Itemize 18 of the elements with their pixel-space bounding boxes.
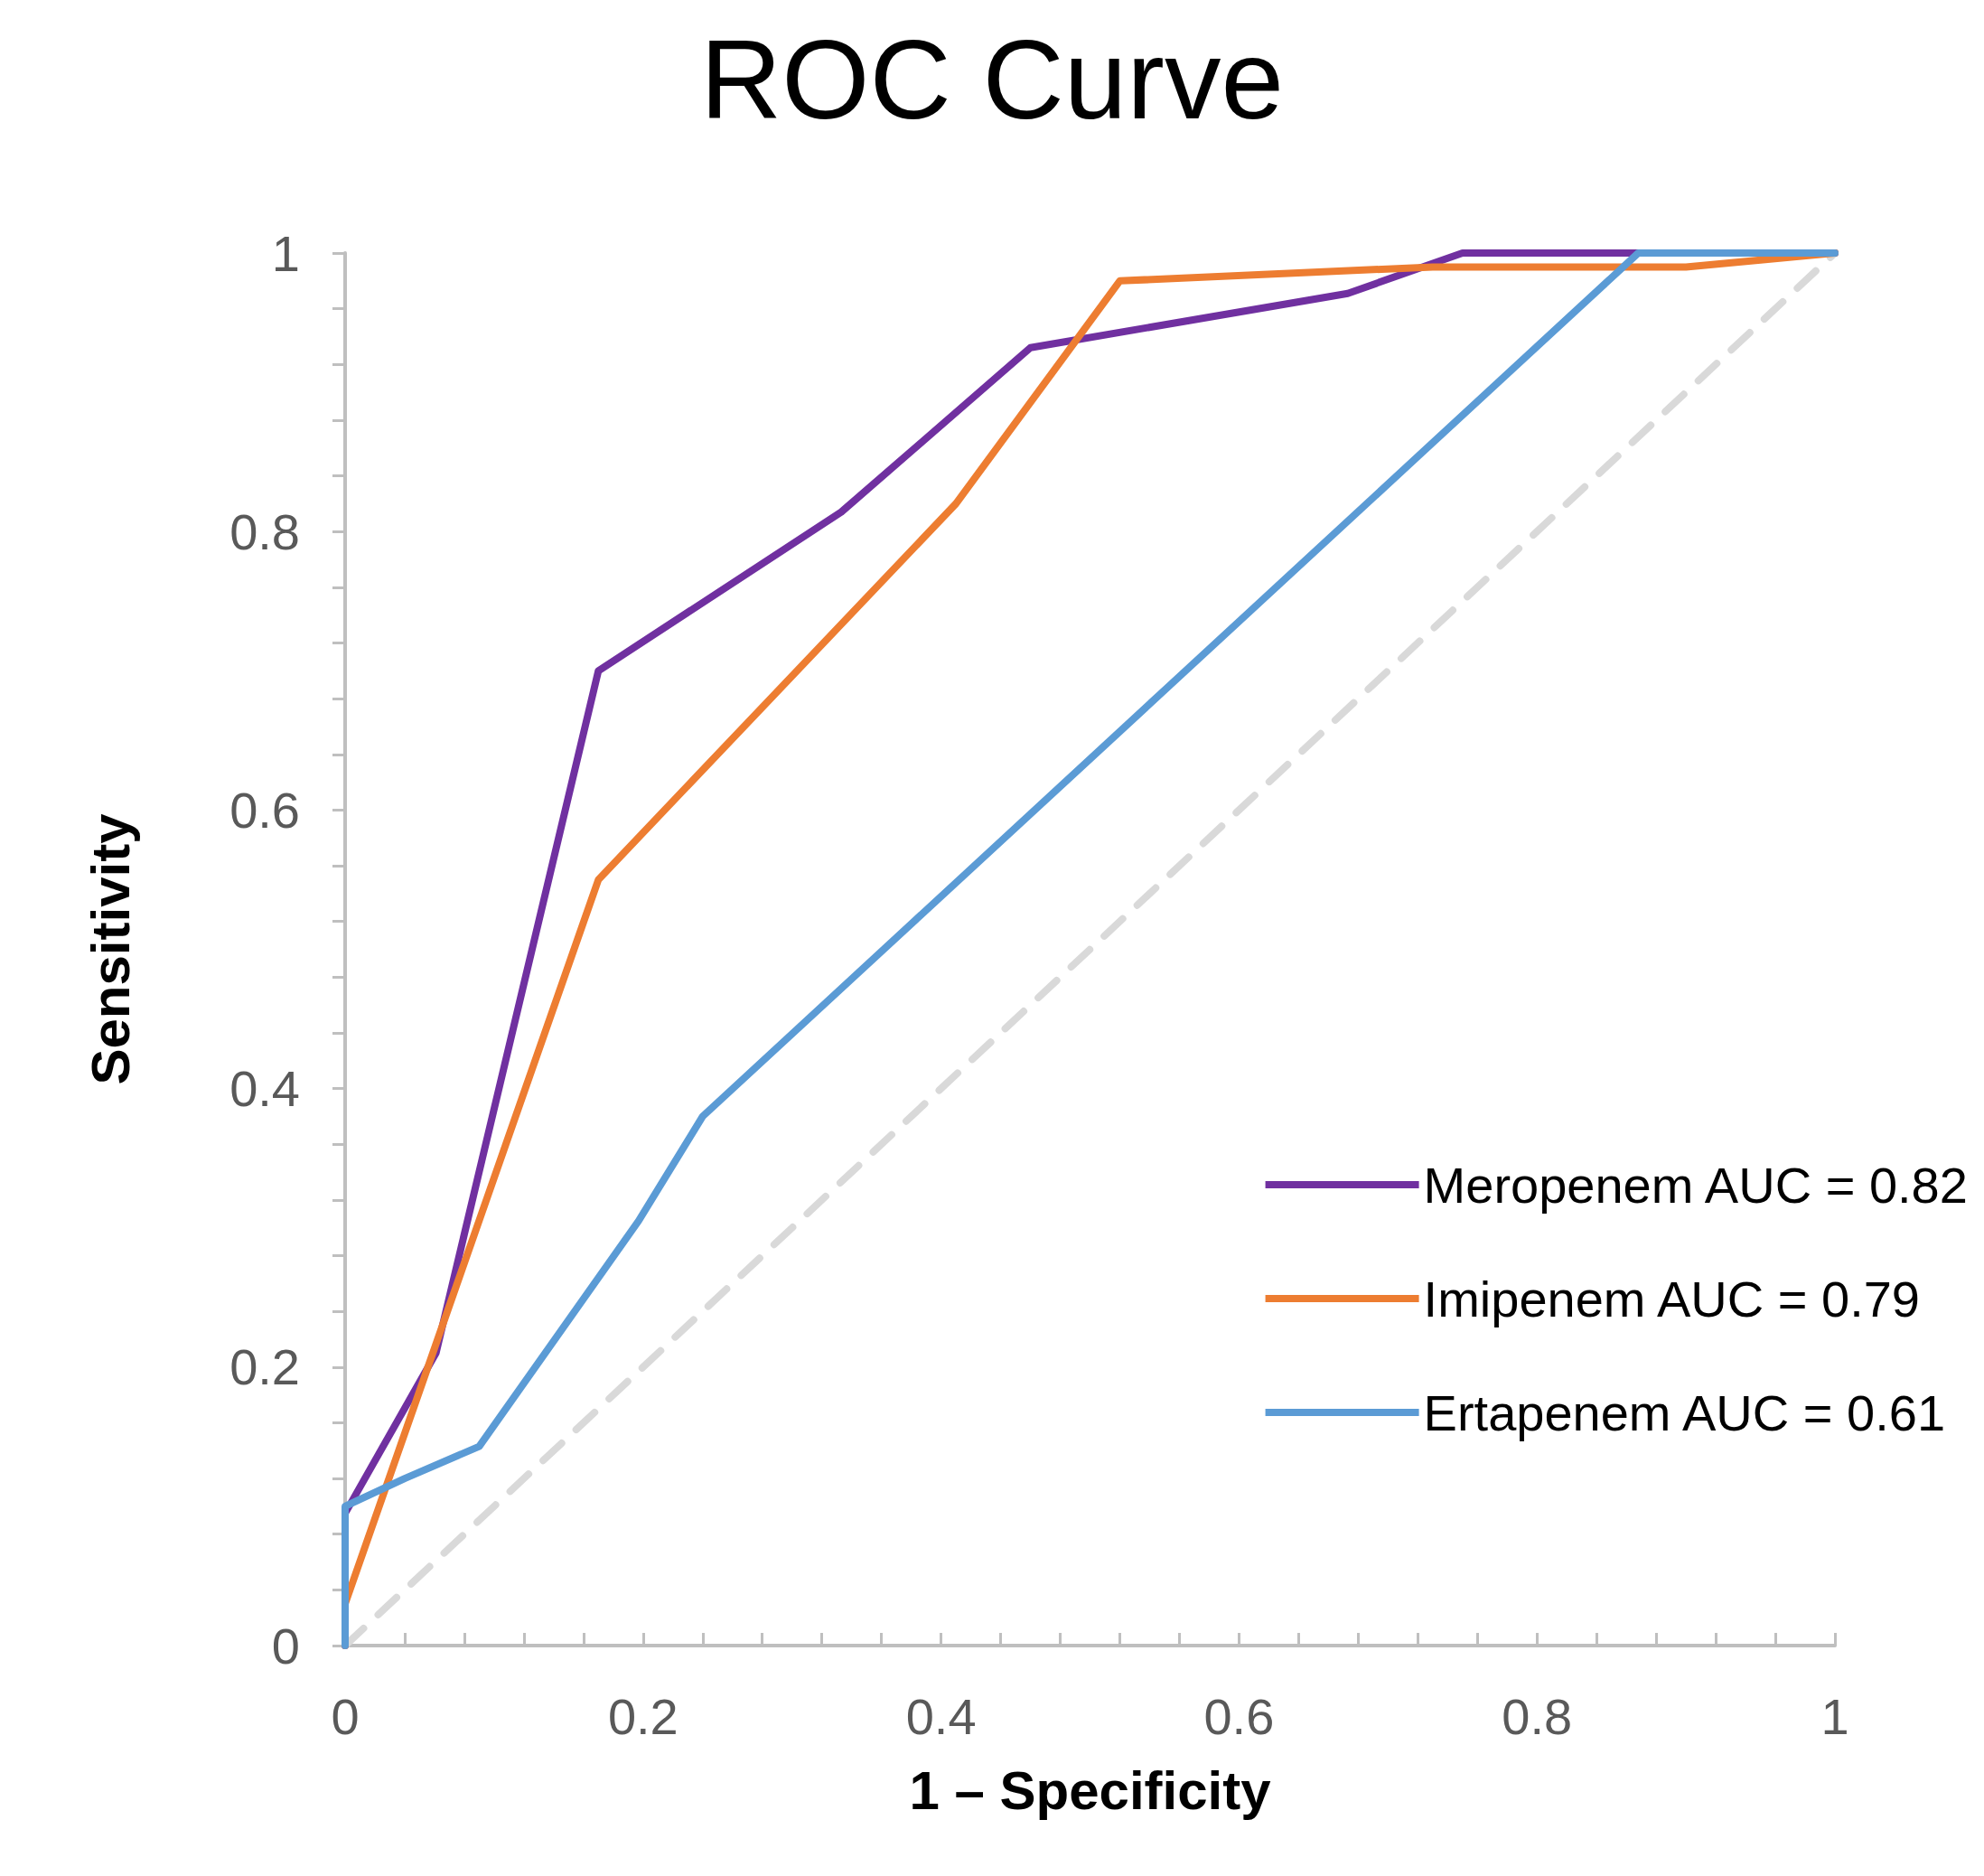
y-tick-label: 0.2 <box>229 1338 300 1396</box>
legend-label: Imipenem AUC = 0.79 <box>1423 1270 1920 1327</box>
y-axis-title: Sensitivity <box>80 812 141 1085</box>
chart-title: ROC Curve <box>700 16 1284 142</box>
x-tick-label: 0.4 <box>905 1687 977 1745</box>
x-tick-label: 0.2 <box>607 1687 678 1745</box>
x-tick-label: 1 <box>1820 1687 1849 1745</box>
x-tick-label: 0.8 <box>1502 1687 1573 1745</box>
x-tick-label: 0.6 <box>1203 1687 1275 1745</box>
legend-label: Ertapenem AUC = 0.61 <box>1423 1384 1946 1441</box>
y-tick-label: 0 <box>271 1617 300 1674</box>
y-tick-label: 1 <box>271 224 300 282</box>
y-tick-label: 0.4 <box>229 1060 300 1118</box>
legend-label: Meropenem AUC = 0.82 <box>1423 1156 1968 1214</box>
x-tick-label: 0 <box>331 1687 360 1745</box>
y-tick-label: 0.8 <box>229 502 300 560</box>
x-axis-title: 1 – Specificity <box>909 1759 1272 1821</box>
y-tick-label: 0.6 <box>229 781 300 839</box>
